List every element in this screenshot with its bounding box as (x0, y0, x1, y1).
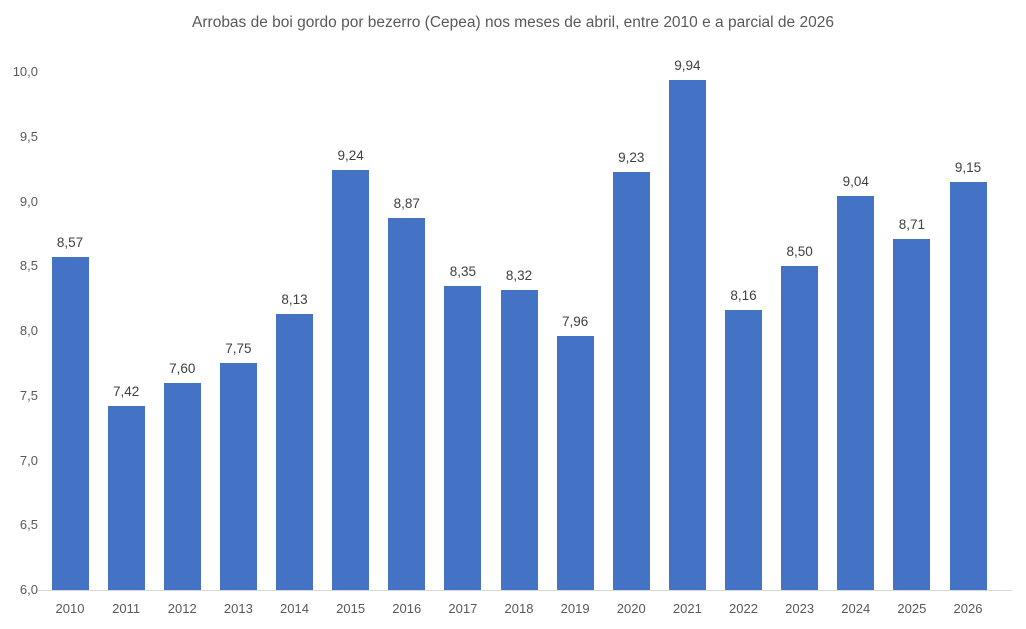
bar-2012 (163, 382, 201, 590)
bar-2024 (837, 196, 875, 590)
data-label-2013: 7,75 (225, 341, 252, 357)
x-axis-label-2021: 2021 (672, 601, 702, 616)
data-label-2022: 8,16 (730, 288, 757, 304)
x-axis-label-2022: 2022 (729, 601, 758, 616)
x-axis-label-2010: 2010 (55, 601, 85, 616)
y-axis-tick-label: 10,0 (12, 64, 38, 79)
x-axis-label-2024: 2024 (841, 601, 871, 616)
x-axis-label-2019: 2019 (560, 601, 590, 616)
y-axis-tick-label: 7,5 (19, 387, 38, 403)
data-label-2019: 7,96 (561, 314, 589, 330)
bar-2018 (500, 289, 538, 590)
data-label-2017: 8,35 (449, 263, 477, 279)
bar-2021 (668, 79, 706, 590)
x-axis-label-2023: 2023 (785, 601, 815, 616)
y-axis-tick-label: 6,5 (19, 517, 38, 533)
data-label-2014: 8,13 (281, 292, 308, 308)
x-axis-label-2026: 2026 (953, 601, 983, 616)
x-axis-label-2013: 2013 (223, 601, 253, 616)
data-label-2012: 7,60 (169, 360, 196, 376)
x-axis-label-2014: 2014 (280, 601, 309, 616)
y-axis-tick-label: 9,0 (19, 193, 38, 209)
x-axis-label-2012: 2012 (167, 601, 197, 616)
data-label-2023: 8,50 (786, 244, 813, 260)
bar-2023 (781, 266, 819, 590)
y-axis-tick-label: 9,5 (19, 128, 38, 144)
chart-title: Arrobas de boi gordo por bezerro (Cepea)… (192, 14, 834, 31)
data-label-2021: 9,94 (674, 57, 701, 73)
bar-2019 (556, 336, 594, 590)
bar-2015 (332, 170, 370, 590)
y-axis-tick-label: 8,5 (19, 258, 38, 274)
bar-2025 (893, 239, 931, 590)
x-axis-label-2016: 2016 (392, 601, 422, 616)
x-axis-label-2015: 2015 (336, 601, 366, 616)
x-axis-label-2011: 2011 (112, 601, 141, 616)
bar-2026 (949, 182, 987, 590)
y-axis-tick-label: 6,0 (19, 582, 38, 597)
x-axis-label-2025: 2025 (897, 601, 927, 616)
data-label-2010: 8,57 (56, 235, 84, 251)
y-axis-tick-label: 7,0 (19, 452, 38, 468)
bar-2016 (388, 218, 426, 590)
data-label-2026: 9,15 (954, 160, 982, 176)
x-axis-label-2020: 2020 (616, 601, 646, 616)
bar-2013 (219, 363, 257, 590)
data-label-2024: 9,04 (842, 174, 869, 190)
data-label-2015: 9,24 (337, 148, 364, 164)
data-label-2020: 9,23 (618, 149, 645, 165)
data-label-2025: 8,71 (898, 217, 926, 233)
data-label-2016: 8,87 (393, 196, 420, 212)
bar-2022 (725, 310, 762, 590)
bar-2011 (107, 406, 145, 590)
x-axis-line (36, 590, 1012, 591)
bar-2020 (612, 171, 650, 590)
y-axis-tick-label: 8,0 (19, 323, 38, 338)
data-label-2011: 7,42 (112, 384, 140, 400)
x-axis-label-2018: 2018 (504, 601, 534, 616)
bar-2017 (444, 285, 482, 590)
bar-2010 (51, 257, 89, 590)
bar-2014 (276, 314, 313, 590)
data-label-2018: 8,32 (505, 267, 533, 283)
x-axis-label-2017: 2017 (448, 601, 478, 616)
